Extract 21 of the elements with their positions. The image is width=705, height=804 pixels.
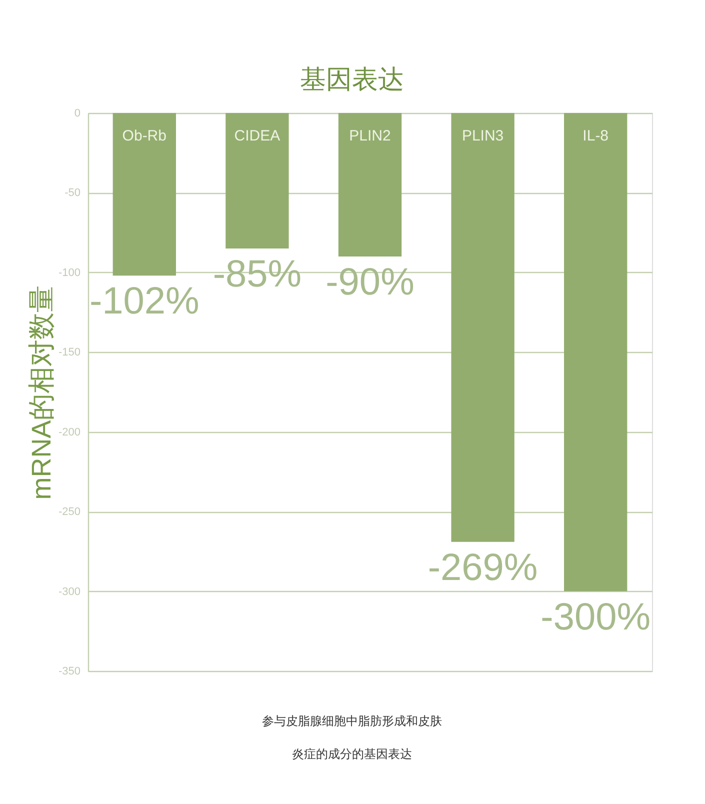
text: 参与皮脂腺细胞中脂肪形成和皮肤	[262, 714, 442, 728]
y-tick-label: -50	[64, 187, 80, 200]
y-tick-label: -100	[58, 266, 80, 279]
y-tick-label: 0	[74, 108, 80, 120]
y-tick-label: -300	[58, 586, 80, 598]
y-tick-label: -150	[58, 346, 80, 359]
data-label: -300%	[540, 596, 651, 638]
data-label: -269%	[428, 546, 538, 589]
y-tick-label: -200	[58, 426, 80, 438]
chart-title: 基因表达	[300, 64, 404, 94]
y-tick-label: -250	[58, 506, 80, 518]
x-tick-label: Ob-Rb	[122, 128, 166, 144]
y-axis-title: mRNA的相对数量	[26, 285, 56, 500]
y-tick-label: -350	[58, 666, 80, 678]
data-label: -90%	[326, 261, 414, 304]
x-tick-label: PLIN2	[349, 128, 391, 144]
data-label: -102%	[89, 280, 200, 323]
x-tick-label: IL-8	[582, 128, 609, 144]
text: 炎症的成分的基因表达	[292, 747, 412, 761]
x-tick-label: CIDEA	[234, 128, 280, 144]
x-tick-label: PLIN3	[462, 128, 504, 144]
